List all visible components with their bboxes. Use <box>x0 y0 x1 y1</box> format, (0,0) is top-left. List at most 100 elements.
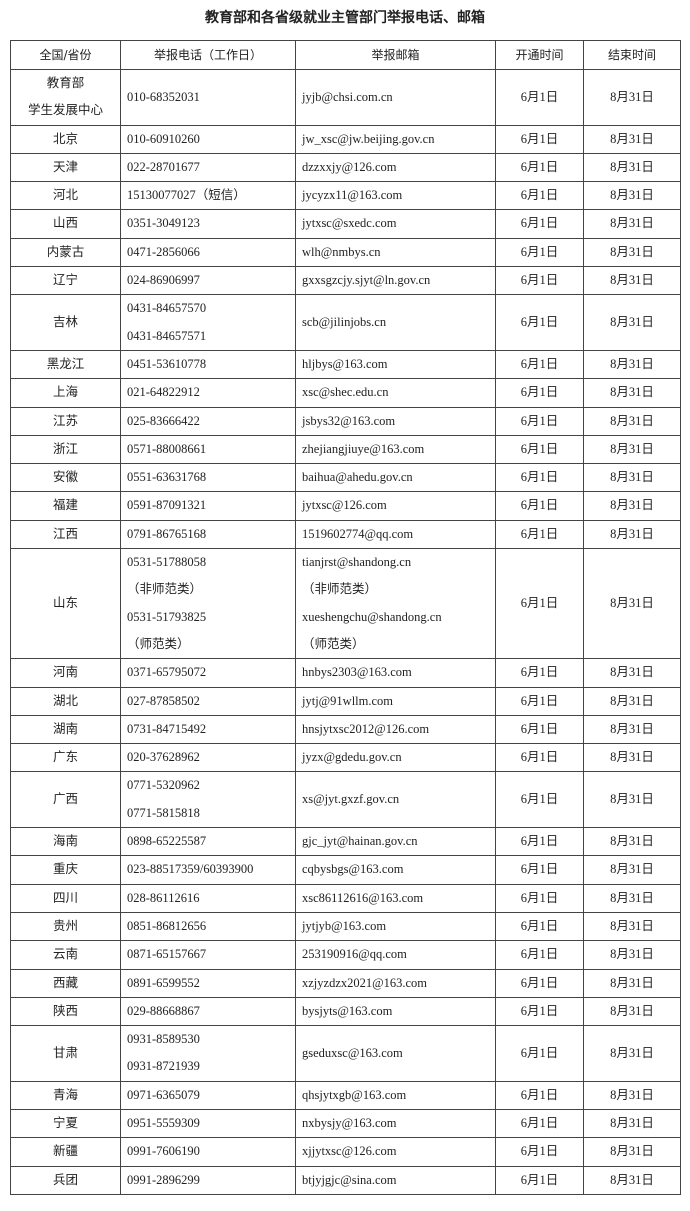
table-row: 海南 0898-65225587 gjc_jyt@hainan.gov.cn 6月1日… <box>10 827 681 857</box>
region-cell: 广东 <box>10 743 121 773</box>
region-cell: 吉林 <box>10 294 121 351</box>
phone-cell: 0891-6599552 <box>120 968 296 998</box>
email-cell: wlh@nmbys.cn <box>295 237 496 268</box>
table-row: 青海 0971-6365079 qhsjytxgb@163.com 6月1日 8月31日 <box>10 1080 681 1110</box>
region-cell: 甘肃 <box>10 1025 121 1082</box>
end-date-cell: 8月31日 <box>583 209 681 239</box>
report-table: 全国/省份 举报电话（工作日） 举报邮箱 开通时间 结束时间 教育部 学生发展中心 010-… <box>10 40 681 1195</box>
region-cell: 天津 <box>10 152 121 183</box>
header-cell: 举报电话（工作日） <box>120 40 296 70</box>
end-date-cell: 8月31日 <box>583 743 681 773</box>
cell-line: 0771-5320962 <box>127 778 200 793</box>
header-cell: 开通时间 <box>495 40 584 70</box>
email-cell: btjyjgjc@sina.com <box>295 1165 496 1195</box>
end-date-cell: 8月31日 <box>583 378 681 408</box>
end-date-cell: 8月31日 <box>583 124 681 154</box>
email-cell: baihua@ahedu.gov.cn <box>295 463 496 493</box>
end-date-cell: 8月31日 <box>583 237 681 268</box>
phone-cell: 028-86112616 <box>120 883 296 913</box>
table-row: 辽宁 024-86906997 gxxsgzcjy.sjyt@ln.gov.cn 6月… <box>10 266 681 296</box>
phone-cell: 024-86906997 <box>120 266 296 296</box>
email-cell: gjc_jyt@hainan.gov.cn <box>295 827 496 857</box>
table-row: 山东 0531-51788058 （非师范类） 0531-51793825 （师范类） t… <box>10 548 681 660</box>
region-cell: 安徽 <box>10 463 121 493</box>
table-row: 福建 0591-87091321 jytxsc@126.com 6月1日 8月31日 <box>10 491 681 521</box>
table-row: 黑龙江 0451-53610778 hljbys@163.com 6月1日 8月31日 <box>10 349 681 380</box>
phone-cell: 0351-3049123 <box>120 209 296 239</box>
end-date-cell: 8月31日 <box>583 294 681 351</box>
email-cell: gseduxsc@163.com <box>295 1025 496 1082</box>
end-date-cell: 8月31日 <box>583 406 681 436</box>
end-date-cell: 8月31日 <box>583 911 681 942</box>
cell-line: 0431-84657571 <box>127 328 207 343</box>
cell-line: tianjrst@shandong.cn <box>302 555 412 570</box>
region-cell: 云南 <box>10 940 121 970</box>
start-date-cell: 6月1日 <box>495 940 584 970</box>
table-row: 北京 010-60910260 jw_xsc@jw.beijing.gov.cn 6月… <box>10 124 681 154</box>
email-cell: xsc86112616@163.com <box>295 883 496 913</box>
table-row: 湖南 0731-84715492 hnsjytxsc2012@126.com 6月1日… <box>10 714 681 745</box>
start-date-cell: 6月1日 <box>495 152 584 183</box>
start-date-cell: 6月1日 <box>495 883 584 913</box>
email-cell: bysjyts@163.com <box>295 996 496 1027</box>
region-cell: 黑龙江 <box>10 349 121 380</box>
end-date-cell: 8月31日 <box>583 658 681 688</box>
start-date-cell: 6月1日 <box>495 968 584 998</box>
start-date-cell: 6月1日 <box>495 349 584 380</box>
phone-cell: 025-83666422 <box>120 406 296 436</box>
start-date-cell: 6月1日 <box>495 378 584 408</box>
cell-line: 0931-8721939 <box>127 1059 200 1074</box>
end-date-cell: 8月31日 <box>583 69 681 126</box>
region-cell: 江西 <box>10 519 121 550</box>
table-row: 吉林 0431-84657570 0431-84657571 scb@jilinjob… <box>10 294 681 351</box>
table-row: 重庆 023-88517359/60393900 cqbysbgs@163.com 6… <box>10 855 681 885</box>
start-date-cell: 6月1日 <box>495 911 584 942</box>
table-row: 广西 0771-5320962 0771-5815818 xs@jyt.gxzf.go… <box>10 771 681 829</box>
email-cell: xzjyzdzx2021@163.com <box>295 968 496 998</box>
phone-cell: 0731-84715492 <box>120 714 296 745</box>
email-cell: xsc@shec.edu.cn <box>295 378 496 408</box>
start-date-cell: 6月1日 <box>495 855 584 885</box>
table-row: 贵州 0851-86812656 jytjyb@163.com 6月1日 8月31日 <box>10 911 681 942</box>
header-row: 全国/省份 举报电话（工作日） 举报邮箱 开通时间 结束时间 <box>10 40 681 70</box>
phone-cell: 0431-84657570 0431-84657571 <box>120 294 296 351</box>
start-date-cell: 6月1日 <box>495 658 584 688</box>
start-date-cell: 6月1日 <box>495 181 584 211</box>
table-row: 河南 0371-65795072 hnbys2303@163.com 6月1日 8月31… <box>10 658 681 688</box>
region-cell: 兵团 <box>10 1165 121 1195</box>
table-row: 广东 020-37628962 jyzx@gdedu.gov.cn 6月1日 8月31日 <box>10 743 681 773</box>
region-cell: 山西 <box>10 209 121 239</box>
table-row: 河北 15130077027（短信） jycyzx11@163.com 6月1日 8月3… <box>10 181 681 211</box>
phone-cell: 0931-8589530 0931-8721939 <box>120 1025 296 1082</box>
email-cell: tianjrst@shandong.cn （非师范类） xueshengchu@sh… <box>295 548 496 660</box>
phone-cell: 0851-86812656 <box>120 911 296 942</box>
start-date-cell: 6月1日 <box>495 1080 584 1110</box>
cell-line: 0931-8589530 <box>127 1032 200 1047</box>
end-date-cell: 8月31日 <box>583 349 681 380</box>
phone-cell: 010-60910260 <box>120 124 296 154</box>
start-date-cell: 6月1日 <box>495 686 584 716</box>
end-date-cell: 8月31日 <box>583 883 681 913</box>
end-date-cell: 8月31日 <box>583 996 681 1027</box>
phone-cell: 0871-65157667 <box>120 940 296 970</box>
title: 教育部和各省级就业主管部门举报电话、邮箱 <box>205 10 485 26</box>
region-cell: 陕西 <box>10 996 121 1027</box>
end-date-cell: 8月31日 <box>583 968 681 998</box>
email-cell: jytxsc@126.com <box>295 491 496 521</box>
start-date-cell: 6月1日 <box>495 463 584 493</box>
end-date-cell: 8月31日 <box>583 940 681 970</box>
email-cell: jsbys32@163.com <box>295 406 496 436</box>
email-cell: 1519602774@qq.com <box>295 519 496 550</box>
end-date-cell: 8月31日 <box>583 771 681 829</box>
start-date-cell: 6月1日 <box>495 996 584 1027</box>
end-date-cell: 8月31日 <box>583 1080 681 1110</box>
phone-cell: 0991-7606190 <box>120 1137 296 1167</box>
end-date-cell: 8月31日 <box>583 519 681 550</box>
start-date-cell: 6月1日 <box>495 548 584 660</box>
table-row: 山西 0351-3049123 jytxsc@sxedc.com 6月1日 8月31日 <box>10 209 681 239</box>
end-date-cell: 8月31日 <box>583 1137 681 1167</box>
region-cell: 宁夏 <box>10 1108 121 1139</box>
end-date-cell: 8月31日 <box>583 491 681 521</box>
email-cell: jw_xsc@jw.beijing.gov.cn <box>295 124 496 154</box>
